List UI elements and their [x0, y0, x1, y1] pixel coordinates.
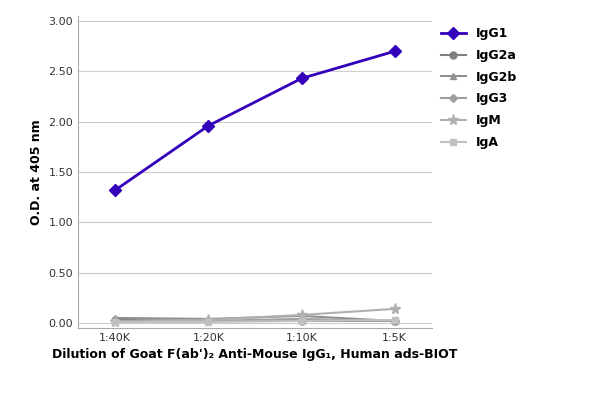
IgG3	[391, 318, 398, 323]
IgA	[391, 318, 398, 322]
Legend: IgG1, IgG2a, IgG2b, IgG3, IgM, IgA: IgG1, IgG2a, IgG2b, IgG3, IgM, IgA	[436, 22, 522, 154]
IgA	[112, 320, 119, 324]
IgG2a	[205, 318, 212, 323]
Line: IgM: IgM	[110, 303, 400, 328]
IgM	[205, 318, 212, 322]
IgM	[391, 306, 398, 311]
X-axis label: Dilution of Goat F(ab')₂ Anti-Mouse IgG₁, Human ads-BIOT: Dilution of Goat F(ab')₂ Anti-Mouse IgG₁…	[52, 348, 458, 362]
Line: IgG2a: IgG2a	[112, 316, 398, 324]
Line: IgG3: IgG3	[112, 316, 398, 324]
IgM	[112, 320, 119, 324]
IgM	[298, 312, 305, 317]
IgG2a	[298, 318, 305, 323]
IgG3	[298, 316, 305, 321]
IgA	[298, 318, 305, 323]
IgA	[205, 320, 212, 324]
IgG2a	[391, 318, 398, 323]
IgG1	[205, 123, 212, 128]
IgG2b	[391, 318, 398, 323]
IgG2a	[112, 318, 119, 322]
IgG3	[205, 318, 212, 323]
Line: IgA: IgA	[112, 316, 398, 326]
IgG1	[298, 76, 305, 81]
Y-axis label: O.D. at 405 nm: O.D. at 405 nm	[30, 119, 43, 225]
IgG2b	[205, 316, 212, 321]
Line: IgG2b: IgG2b	[112, 312, 398, 324]
IgG3	[112, 318, 119, 323]
IgG2b	[298, 314, 305, 318]
Line: IgG1: IgG1	[111, 47, 399, 194]
IgG1	[112, 188, 119, 192]
IgG1	[391, 49, 398, 54]
IgG2b	[112, 316, 119, 320]
